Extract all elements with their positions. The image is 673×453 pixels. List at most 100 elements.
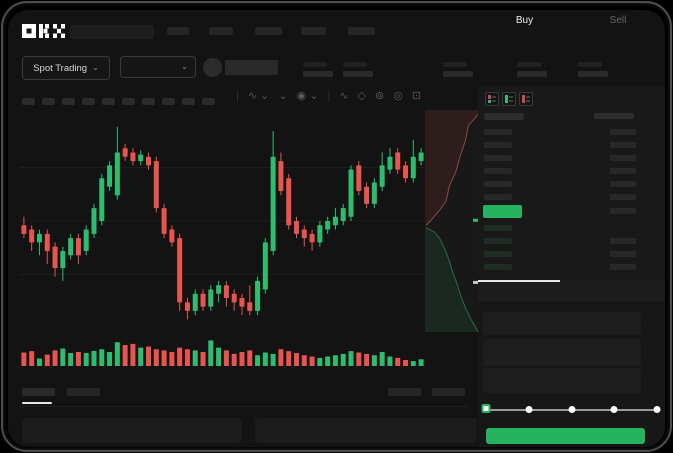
book-asks-view-icon[interactable]	[519, 92, 533, 106]
ask-row[interactable]	[478, 178, 665, 191]
asks-depth-line	[425, 114, 478, 226]
bid-row[interactable]	[478, 235, 665, 248]
timeframe-slot[interactable]	[42, 98, 55, 105]
nav-item[interactable]	[301, 27, 326, 35]
timeframe-slot[interactable]	[22, 98, 35, 105]
volume-bar	[138, 347, 144, 366]
bid-row[interactable]	[478, 261, 665, 274]
candle-body	[122, 148, 128, 157]
timeframe-slot[interactable]	[62, 98, 75, 105]
timeframe-slot[interactable]	[202, 98, 215, 105]
volume-bar	[286, 351, 292, 366]
shape-tool-icon[interactable]: ◇	[357, 89, 366, 102]
volume-bar	[270, 353, 276, 366]
slider-step-dot[interactable]	[568, 406, 575, 413]
volume-bar	[177, 347, 183, 366]
total-input[interactable]	[483, 368, 641, 393]
book-split-view-icon[interactable]	[485, 92, 499, 106]
active-tab-underline	[22, 402, 52, 404]
bottom-tab[interactable]	[67, 388, 100, 396]
candle-body	[169, 229, 175, 243]
timeframe-slot[interactable]	[182, 98, 195, 105]
timeframe-slot[interactable]	[142, 98, 155, 105]
candle-body	[75, 238, 81, 256]
bottom-tab-active[interactable]	[22, 388, 55, 396]
book-bids-view-icon[interactable]	[502, 92, 516, 106]
fullscreen-icon[interactable]: ⊡	[411, 89, 422, 102]
market-type-selector[interactable]: Spot Trading ⌄	[22, 56, 110, 80]
nav-item[interactable]	[167, 27, 189, 35]
slider-handle[interactable]	[481, 404, 491, 413]
candlestick-chart[interactable]	[20, 110, 425, 332]
candle-body	[371, 182, 377, 204]
volume-bar	[21, 352, 27, 366]
bid-row[interactable]	[478, 248, 665, 261]
slider-step-dot[interactable]	[610, 406, 618, 413]
timeframe-slot[interactable]	[82, 98, 95, 105]
candle-body	[418, 152, 424, 162]
volume-bar	[153, 349, 159, 366]
slider-step-dot[interactable]	[653, 406, 661, 413]
amount-input[interactable]	[483, 339, 641, 366]
orderbook-bids	[478, 222, 665, 274]
ask-row[interactable]	[478, 165, 665, 178]
timeframe-slot[interactable]	[122, 98, 135, 105]
amount-placeholder	[610, 142, 636, 148]
slider-step-dot[interactable]	[525, 406, 533, 413]
candle-body	[247, 302, 253, 311]
volume-bar	[231, 353, 237, 366]
buy-tab[interactable]: Buy	[515, 15, 534, 26]
bottom-action[interactable]	[432, 388, 465, 396]
buy-submit-button[interactable]	[486, 428, 645, 444]
candle-body	[395, 152, 401, 170]
candle-body	[317, 225, 323, 243]
nav-item[interactable]	[209, 27, 233, 35]
timeframe-slot[interactable]	[162, 98, 175, 105]
pair-dropdown[interactable]: ⌄	[120, 56, 196, 78]
ask-row[interactable]	[478, 139, 665, 152]
volume-bar	[356, 352, 362, 366]
indicators-icon[interactable]: ∿ ⌄	[247, 89, 270, 102]
candle-body	[348, 169, 354, 217]
settings-icon[interactable]: ◎	[393, 89, 403, 102]
asks-depth-area	[425, 110, 478, 226]
ask-row[interactable]	[478, 126, 665, 139]
volume-bar	[75, 351, 81, 366]
search-bar[interactable]	[70, 25, 154, 39]
bid-row[interactable]	[478, 222, 665, 235]
ask-row[interactable]	[478, 191, 665, 204]
candle-body	[83, 229, 89, 251]
chevron-down-icon: ⌄	[181, 62, 188, 71]
price-placeholder	[484, 264, 512, 270]
app-window: Spot Trading ⌄ ⌄ | ∿ ⌄ ⌄ ◉ ⌄ | ∿ ◇ ⊚ ◎ ⊡	[8, 10, 665, 447]
volume-bar	[223, 350, 229, 366]
candle-body	[387, 156, 393, 170]
bottom-action[interactable]	[388, 388, 421, 396]
candle-body	[216, 285, 222, 294]
nav-item[interactable]	[255, 27, 282, 35]
price-scale-marker	[473, 218, 478, 222]
amount-placeholder	[610, 168, 636, 174]
price-placeholder	[484, 168, 512, 174]
sell-tab[interactable]: Sell	[609, 15, 627, 26]
candle-body	[325, 221, 331, 230]
trendline-tool-icon[interactable]: ∿	[339, 89, 349, 102]
price-placeholder	[484, 194, 512, 200]
volume-bar	[379, 351, 385, 366]
interval-chevron-icon[interactable]: ⌄	[278, 89, 288, 102]
price-input[interactable]	[483, 312, 641, 335]
orders-panel-placeholder	[22, 418, 242, 443]
last-price-badge[interactable]	[483, 205, 522, 218]
amount-placeholder	[610, 129, 636, 135]
volume-bar	[247, 350, 253, 366]
screenshot-icon[interactable]: ⊚	[375, 89, 385, 102]
chart-style-icon[interactable]: ◉ ⌄	[296, 89, 319, 102]
ask-row[interactable]	[478, 152, 665, 165]
timeframe-slot[interactable]	[102, 98, 115, 105]
amount-slider[interactable]	[481, 404, 661, 416]
candle-body	[301, 229, 307, 239]
nav-item[interactable]	[348, 27, 375, 35]
volume-bar	[200, 351, 206, 366]
